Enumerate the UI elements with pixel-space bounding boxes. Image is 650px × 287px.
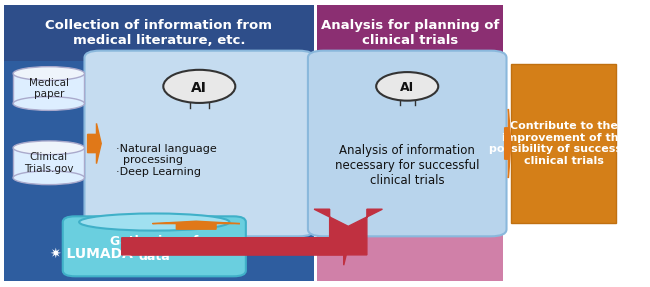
FancyBboxPatch shape — [84, 51, 314, 236]
Polygon shape — [504, 109, 511, 178]
Ellipse shape — [13, 141, 84, 155]
FancyBboxPatch shape — [308, 51, 506, 236]
Bar — [511, 63, 616, 224]
Bar — [317, 5, 503, 61]
Polygon shape — [122, 228, 348, 265]
Bar — [13, 73, 84, 104]
Bar — [13, 148, 84, 178]
Text: Contribute to the
improvement of the
possibility of successful
clinical trials: Contribute to the improvement of the pos… — [489, 121, 638, 166]
Bar — [317, 5, 503, 281]
Text: ·Natural language
  processing
·Deep Learning: ·Natural language processing ·Deep Learn… — [116, 144, 216, 177]
Text: Analysis for planning of
clinical trials: Analysis for planning of clinical trials — [321, 19, 499, 47]
Bar — [4, 5, 314, 281]
Ellipse shape — [13, 171, 84, 185]
Polygon shape — [131, 209, 382, 255]
Text: Analysis of information
necessary for successful
clinical trials: Analysis of information necessary for su… — [335, 144, 480, 187]
Ellipse shape — [13, 67, 84, 80]
Text: AI: AI — [400, 81, 414, 94]
Ellipse shape — [79, 214, 229, 231]
FancyBboxPatch shape — [63, 216, 246, 276]
Text: Clinical
Trials.gov: Clinical Trials.gov — [24, 152, 73, 174]
Text: ✷ LUMADA: ✷ LUMADA — [50, 247, 133, 261]
Polygon shape — [88, 123, 101, 164]
Polygon shape — [153, 221, 240, 229]
Bar — [4, 5, 314, 61]
Text: Gathering of
data: Gathering of data — [110, 235, 198, 263]
Text: AI: AI — [191, 81, 207, 95]
Circle shape — [376, 72, 438, 101]
Ellipse shape — [13, 97, 84, 110]
Text: Medical
paper: Medical paper — [29, 78, 69, 99]
Text: Collection of information from
medical literature, etc.: Collection of information from medical l… — [46, 19, 272, 47]
Circle shape — [163, 70, 235, 103]
